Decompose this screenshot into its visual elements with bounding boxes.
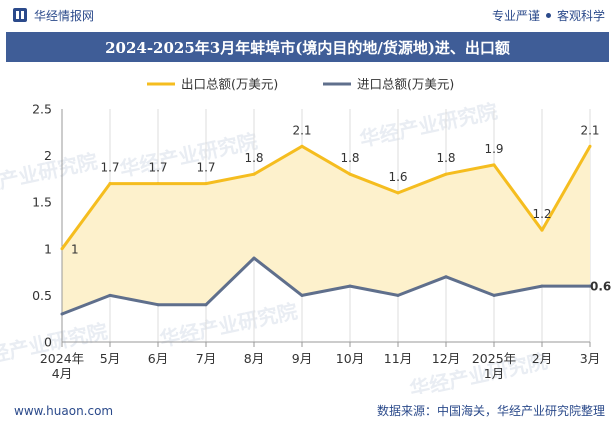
- data-point-export: [60, 247, 64, 251]
- x-tick-label: 6月: [148, 351, 168, 366]
- data-label-export: 1.7: [196, 161, 215, 175]
- x-tick-label: 8月: [244, 351, 264, 366]
- data-point-import: [588, 284, 592, 288]
- x-tick-label: 2025年: [472, 351, 516, 366]
- x-tick-label: 11月: [384, 351, 412, 366]
- data-point-export: [396, 191, 400, 195]
- data-point-import: [156, 303, 160, 307]
- brand: 华经情报网: [0, 7, 94, 24]
- data-point-import: [492, 293, 496, 297]
- y-tick-label: 1.5: [32, 195, 52, 210]
- data-label-export: 1.9: [484, 142, 503, 156]
- legend-label-import: 进口总额(万美元): [357, 77, 454, 92]
- x-tick-label: 5月: [100, 351, 120, 366]
- x-tick-label: 9月: [292, 351, 312, 366]
- y-tick-label: 2: [44, 148, 52, 163]
- x-tick-label: 12月: [432, 351, 460, 366]
- data-label-export: 1.8: [340, 151, 359, 165]
- slogan: 专业严谨 客观科学: [492, 7, 615, 24]
- data-label-export: 1.2: [532, 207, 551, 221]
- watermark-text: 华经产业研究院: [358, 99, 500, 152]
- data-point-import: [60, 312, 64, 316]
- x-tick-label: 3月: [580, 351, 600, 366]
- watermark-text: 华经产业研究院: [118, 129, 260, 182]
- slogan-left: 专业严谨: [491, 8, 540, 23]
- data-point-export: [492, 163, 496, 167]
- y-tick-label: 0.5: [32, 288, 52, 303]
- data-label-export: 1.8: [436, 151, 455, 165]
- x-tick-label: 2月: [532, 351, 552, 366]
- data-point-export: [108, 182, 112, 186]
- top-bar: 华经情报网 专业严谨 客观科学: [0, 0, 615, 30]
- brand-name: 华经情报网: [34, 8, 95, 23]
- chart-title: 2024-2025年3月年蚌埠市(境内目的地/货源地)进、出口额: [105, 38, 510, 57]
- data-point-export: [348, 172, 352, 176]
- data-point-export: [156, 182, 160, 186]
- logo-icon: [13, 8, 27, 22]
- chart-title-bar: 2024-2025年3月年蚌埠市(境内目的地/货源地)进、出口额: [6, 32, 609, 62]
- data-point-import: [396, 293, 400, 297]
- data-label-export: 1.8: [244, 151, 263, 165]
- data-label-export: 1.7: [100, 161, 119, 175]
- data-point-import: [108, 293, 112, 297]
- x-tick-label: 1月: [484, 366, 504, 381]
- area-between-series: [62, 146, 590, 314]
- data-point-export: [300, 144, 304, 148]
- watermark-text: 华经产业研究院: [158, 299, 300, 352]
- data-label-import: 0.6: [590, 280, 611, 294]
- data-point-import: [348, 284, 352, 288]
- data-label-export: 1: [71, 242, 79, 256]
- series-line-import: [61, 256, 590, 316]
- x-tick-label: 10月: [336, 351, 364, 366]
- y-tick-label: 1: [44, 241, 52, 256]
- data-point-export: [540, 228, 544, 232]
- data-label-export: 1.6: [388, 170, 407, 184]
- series-line-export: [60, 144, 592, 250]
- footer-url[interactable]: www.huaon.com: [14, 403, 114, 418]
- slogan-right: 客观科学: [556, 8, 605, 23]
- data-point-export: [444, 172, 448, 176]
- legend-label-export: 出口总额(万美元): [181, 77, 278, 92]
- x-tick-label: 7月: [196, 351, 216, 366]
- data-point-export: [204, 182, 208, 186]
- data-point-import: [300, 293, 304, 297]
- x-tick-label: 4月: [52, 366, 72, 381]
- data-label-export: 1.7: [148, 161, 167, 175]
- data-label-export: 2.1: [580, 123, 599, 137]
- data-point-import: [204, 303, 208, 307]
- footer-source: 数据来源：中国海关，华经产业研究院整理: [376, 404, 605, 418]
- y-tick-label: 2.5: [32, 102, 52, 117]
- data-point-export: [252, 172, 256, 176]
- dot-icon: [545, 12, 551, 18]
- y-tick-label: 0: [44, 335, 52, 350]
- chart: 华经产业研究院华经产业研究院华经产业研究院华经产业研究院华经产业研究院华经产业研…: [0, 77, 611, 395]
- data-point-import: [540, 284, 544, 288]
- data-point-import: [444, 275, 448, 279]
- data-label-export: 2.1: [292, 123, 311, 137]
- x-tick-label: 2024年: [40, 351, 84, 366]
- data-point-export: [588, 144, 592, 148]
- data-point-import: [252, 256, 256, 260]
- footer: www.huaon.com 数据来源：中国海关，华经产业研究院整理: [0, 394, 615, 427]
